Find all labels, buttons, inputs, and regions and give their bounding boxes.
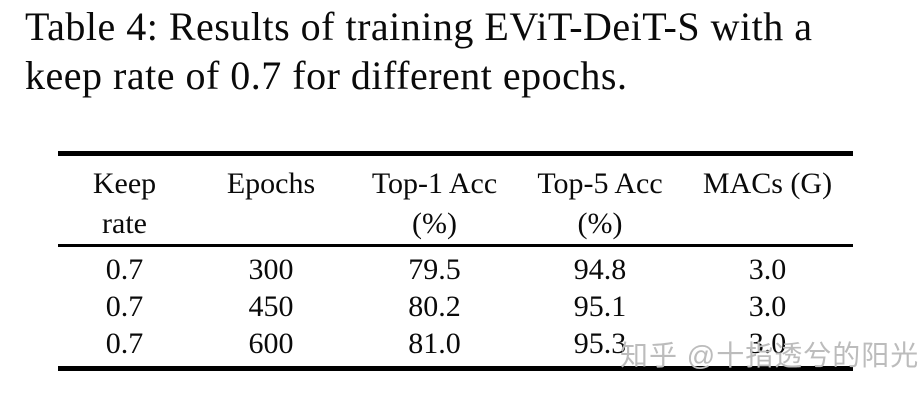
- cell-epochs: 300: [248, 252, 294, 286]
- cell-macs: 3.0: [748, 252, 787, 286]
- cell-keep-rate: 0.7: [105, 290, 144, 323]
- column-header-epochs: Epochs: [191, 153, 351, 247]
- cell-keep-rate: 0.7: [105, 326, 144, 360]
- caption-line-2: keep rate of 0.7 for different epochs.: [25, 53, 628, 98]
- column-header-macs: MACs (G): [682, 153, 853, 247]
- cell-macs: 3.0: [748, 326, 787, 360]
- header-keep-rate-line2: rate: [102, 207, 147, 240]
- header-macs-line1: MACs (G): [702, 167, 833, 200]
- cell-macs: 3.0: [748, 290, 787, 323]
- table-row: 0.7 450 80.2 95.1 3.0: [58, 287, 853, 328]
- header-top1-line2: (%): [412, 207, 457, 240]
- column-header-top1-acc: Top-1 Acc (%): [351, 153, 518, 247]
- table-body: 0.7 300 79.5 94.8 3.0 0.7 450 80.2 95.1 …: [58, 246, 853, 369]
- column-header-top5-acc: Top-5 Acc (%): [518, 153, 682, 247]
- caption-line-1: Table 4: Results of training EViT-DeiT-S…: [25, 4, 813, 49]
- cell-epochs: 600: [248, 326, 294, 360]
- cell-top1-acc: 79.5: [408, 252, 461, 286]
- header-top5-line2: (%): [577, 207, 623, 240]
- header-keep-rate-line1: Keep: [92, 167, 157, 200]
- header-top5-line1: Top-5 Acc: [537, 167, 663, 200]
- cell-top5-acc: 95.3: [573, 326, 627, 360]
- cell-top1-acc: 81.0: [408, 326, 461, 360]
- cell-epochs: 450: [248, 290, 294, 323]
- table-caption: Table 4: Results of training EViT-DeiT-S…: [25, 2, 812, 100]
- table-row: 0.7 300 79.5 94.8 3.0: [58, 246, 853, 287]
- table-header: Keep rate Epochs Top-1 Acc (%) Top-5 Acc…: [58, 153, 853, 247]
- cell-top5-acc: 95.1: [573, 290, 627, 323]
- column-header-keep-rate: Keep rate: [58, 153, 191, 247]
- cell-top5-acc: 94.8: [573, 252, 627, 286]
- header-epochs-line1: Epochs: [226, 167, 316, 200]
- cell-keep-rate: 0.7: [105, 252, 144, 286]
- table-row: 0.7 600 81.0 95.3 3.0: [58, 328, 853, 369]
- cell-top1-acc: 80.2: [408, 290, 461, 323]
- header-row: Keep rate Epochs Top-1 Acc (%) Top-5 Acc…: [58, 153, 853, 247]
- header-top1-line1: Top-1 Acc: [371, 167, 498, 200]
- results-table: Keep rate Epochs Top-1 Acc (%) Top-5 Acc…: [58, 151, 853, 371]
